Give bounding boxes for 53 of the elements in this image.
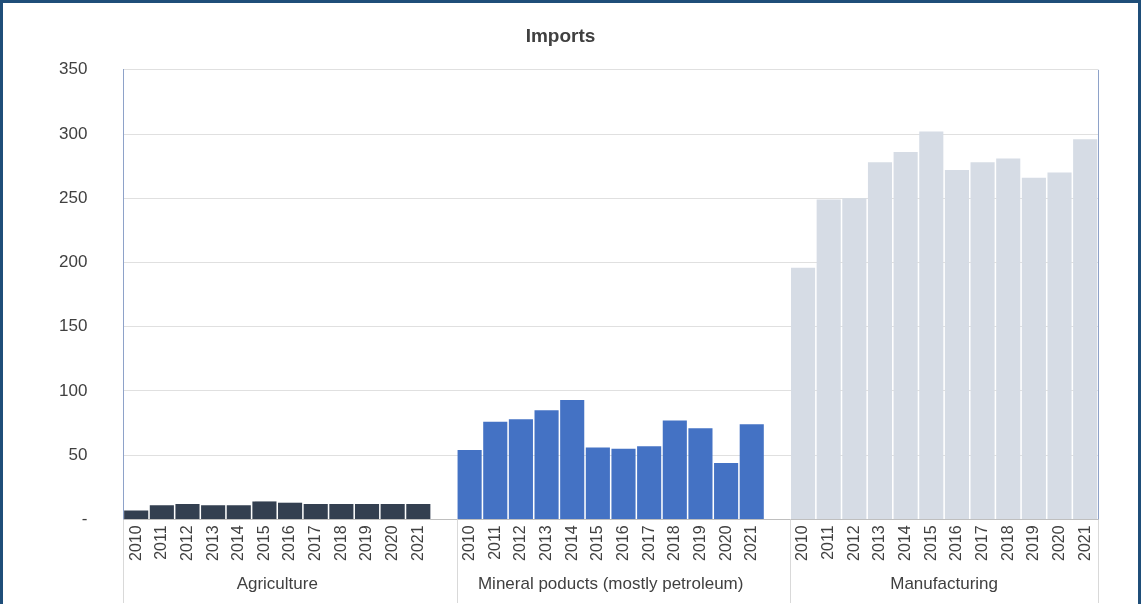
x-tick-label: 2021 (742, 525, 760, 561)
bar (739, 424, 764, 519)
y-tick-label: 50 (68, 444, 88, 464)
x-tick-label: 2010 (126, 525, 144, 561)
x-tick-label: 2017 (639, 525, 657, 561)
x-tick-label: 2020 (716, 525, 734, 561)
bar (278, 502, 303, 519)
bar (354, 503, 380, 519)
y-tick-label: 300 (58, 123, 88, 143)
x-tick-label: 2020 (383, 525, 401, 561)
x-tick-label: 2010 (793, 525, 811, 561)
x-tick-label: 2013 (536, 525, 554, 561)
x-tick-label: 2020 (1049, 525, 1067, 561)
x-tick-label: 2017 (306, 525, 324, 561)
x-tick-label: 2019 (357, 525, 375, 561)
bar (508, 419, 533, 519)
x-tick-label: 2016 (280, 525, 298, 561)
x-tick-label: 2012 (177, 525, 195, 561)
x-tick-label: 2019 (1024, 525, 1042, 561)
y-tick-label: 100 (58, 380, 88, 400)
x-tick-label: 2012 (511, 525, 529, 561)
y-tick-label: 250 (58, 187, 88, 207)
bar (124, 510, 149, 519)
x-tick-label: 2018 (665, 525, 683, 561)
text: Manufacturing (890, 574, 998, 593)
x-tick-label: 2018 (331, 525, 349, 561)
x-tick-label: 2011 (152, 525, 170, 560)
x-tick-label: 2014 (562, 525, 580, 561)
x-tick-label: 2016 (613, 525, 631, 561)
y-tick-label: 350 (58, 59, 88, 79)
x-tick-label: 2021 (1075, 525, 1093, 561)
x-tick-label: 2016 (947, 525, 965, 561)
x-tick-label: 2014 (896, 525, 914, 561)
x-tick-label: 2017 (972, 525, 990, 561)
text: Agriculture (236, 574, 318, 593)
x-tick-label: 2015 (921, 525, 939, 561)
x-tick-label: 2015 (254, 525, 272, 561)
x-tick-label: 2011 (819, 525, 837, 560)
text: Mineral poducts (mostly petroleum) (477, 574, 744, 593)
x-tick-label: 2012 (844, 525, 862, 561)
x-tick-label: 2015 (588, 525, 606, 561)
y-tick-label: - (81, 509, 88, 529)
x-tick-label: 2013 (870, 525, 888, 561)
x-tick-label: 2013 (203, 525, 221, 561)
x-tick-label: 2010 (460, 525, 478, 561)
x-tick-label: 2011 (485, 525, 503, 560)
x-tick-label: 2021 (408, 525, 426, 561)
y-tick-label: 200 (58, 252, 88, 272)
x-tick-label: 2014 (229, 525, 247, 561)
x-tick-label: 2018 (998, 525, 1016, 561)
x-tick-label: 2019 (690, 525, 708, 561)
y-tick-label: 150 (58, 316, 88, 336)
chart-title: Imports (525, 24, 596, 46)
